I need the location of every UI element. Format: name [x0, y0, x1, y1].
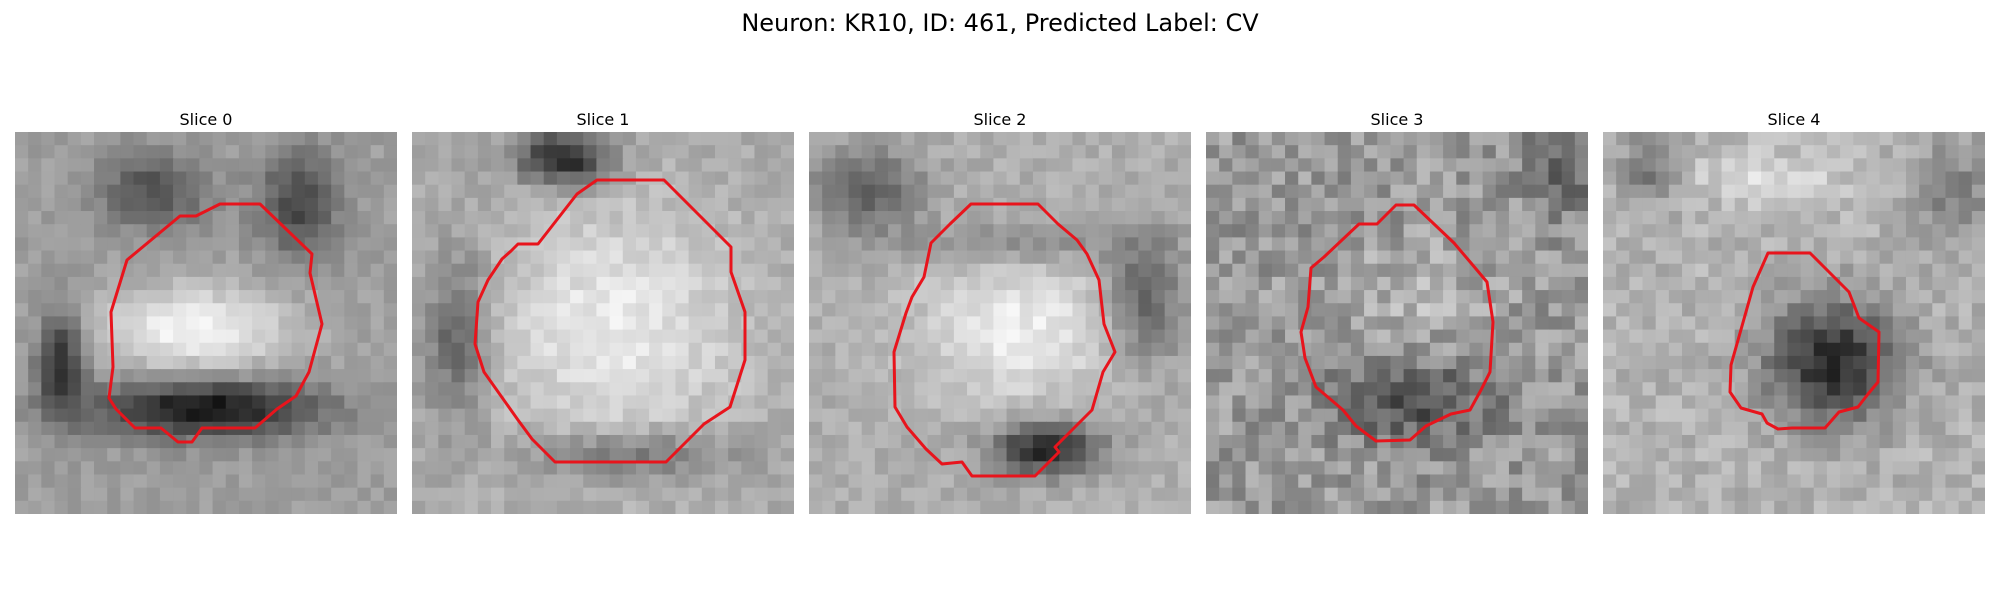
slice-title-1: Slice 1: [576, 110, 630, 129]
slice-panel-1: Slice 1: [412, 108, 794, 514]
pixel-grid-0: [15, 132, 397, 514]
slice-image-4: [1603, 132, 1985, 514]
slice-image-0: [15, 132, 397, 514]
slice-panel-4: Slice 4: [1603, 108, 1985, 514]
slice-title-0: Slice 0: [179, 110, 233, 129]
slice-title-4: Slice 4: [1767, 110, 1821, 129]
pixel-grid-4: [1603, 132, 1985, 514]
slice-image-3: [1206, 132, 1588, 514]
pixel-grid-2: [809, 132, 1191, 514]
pixel-grid-3: [1206, 132, 1588, 514]
slice-panel-3: Slice 3: [1206, 108, 1588, 514]
roi-contour-4: [1728, 251, 1881, 431]
roi-contour-0: [107, 202, 324, 444]
roi-contour-1: [473, 178, 747, 464]
roi-contour-3: [1299, 203, 1495, 443]
slice-title-3: Slice 3: [1370, 110, 1424, 129]
slice-panel-0: Slice 0: [15, 108, 397, 514]
pixel-grid-1: [412, 132, 794, 514]
figure-title: Neuron: KR10, ID: 461, Predicted Label: …: [741, 9, 1259, 37]
roi-contour-2: [892, 202, 1117, 478]
slice-title-2: Slice 2: [973, 110, 1027, 129]
slice-panel-2: Slice 2: [809, 108, 1191, 514]
slice-image-1: [412, 132, 794, 514]
slice-image-2: [809, 132, 1191, 514]
